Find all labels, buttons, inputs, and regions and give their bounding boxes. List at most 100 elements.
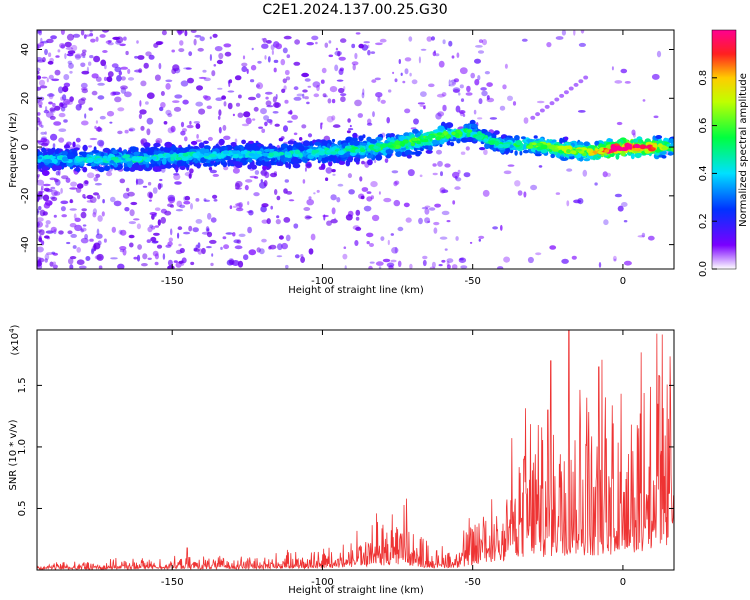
- spectral-point: [114, 66, 122, 73]
- spectral-point: [436, 132, 443, 136]
- spectral-point: [248, 153, 255, 157]
- spectral-point: [422, 145, 430, 149]
- spectral-point: [160, 146, 164, 152]
- spectral-point: [337, 51, 341, 57]
- spectral-point: [298, 152, 303, 158]
- spectral-point: [44, 131, 47, 135]
- spectral-point: [95, 36, 99, 42]
- spectral-point: [583, 141, 590, 147]
- spectral-point: [146, 92, 155, 99]
- bottom-x-ticks: -150 -100 -50 0: [161, 330, 626, 588]
- bottom-x-tick-label: -150: [161, 577, 184, 588]
- spectral-point: [86, 172, 95, 179]
- spectral-point: [160, 102, 166, 108]
- spectral-point: [265, 96, 269, 100]
- spectral-point: [623, 220, 628, 223]
- top-x-ticks: -150 -100 -50 0: [161, 30, 626, 287]
- spectral-point: [328, 160, 333, 167]
- spectral-point: [403, 202, 410, 208]
- spectral-point: [51, 189, 58, 197]
- spectral-point: [440, 171, 443, 177]
- spectral-point: [433, 221, 440, 226]
- spectral-point: [249, 175, 257, 179]
- spectral-point: [90, 38, 96, 43]
- spectral-point: [380, 99, 386, 104]
- spectral-point: [206, 105, 212, 110]
- spectral-point: [232, 154, 239, 159]
- spectral-point: [569, 155, 575, 160]
- spectral-point: [140, 125, 145, 131]
- spectral-point: [62, 86, 69, 93]
- spectral-point: [573, 82, 579, 87]
- spectral-point: [102, 50, 108, 53]
- spectral-point: [164, 163, 173, 169]
- spectral-point: [104, 165, 110, 172]
- spectral-point: [167, 194, 176, 202]
- spectral-point: [614, 258, 616, 261]
- spectral-point: [55, 55, 60, 58]
- spectral-point: [81, 52, 86, 57]
- spectral-point: [400, 72, 403, 77]
- spectral-point: [414, 143, 419, 149]
- colorbar-tick-label: 0.4: [698, 165, 709, 181]
- spectral-point: [294, 254, 300, 259]
- spectral-point: [230, 142, 237, 147]
- spectral-point: [458, 92, 461, 96]
- spectral-point: [247, 226, 253, 234]
- spectral-point: [218, 109, 222, 116]
- spectral-point: [122, 248, 127, 256]
- spectral-point: [93, 244, 97, 252]
- spectral-point: [74, 167, 81, 172]
- spectral-point: [394, 246, 398, 254]
- spectral-point: [196, 85, 203, 91]
- spectral-point: [91, 149, 100, 154]
- spectral-point: [227, 90, 235, 93]
- spectral-point: [530, 115, 536, 120]
- spectral-point: [142, 185, 148, 188]
- spectral-point: [570, 150, 577, 155]
- spectral-point: [82, 55, 86, 59]
- spectral-point: [223, 244, 230, 250]
- spectral-point: [146, 128, 151, 136]
- spectral-point: [419, 174, 423, 178]
- spectral-point: [397, 260, 402, 267]
- spectral-point: [37, 158, 42, 163]
- spectral-point: [58, 86, 64, 94]
- spectral-point: [425, 136, 432, 139]
- spectral-point: [661, 155, 667, 159]
- spectral-point: [367, 49, 371, 56]
- spectral-point: [195, 139, 202, 143]
- spectral-point: [184, 30, 188, 37]
- spectral-point: [49, 261, 54, 267]
- spectral-point: [615, 153, 620, 160]
- spectral-point: [348, 128, 354, 131]
- spectral-point: [462, 113, 466, 117]
- spectral-point: [486, 95, 490, 100]
- spectral-point: [235, 203, 241, 207]
- spectral-point: [89, 137, 98, 141]
- spectral-point: [207, 212, 212, 220]
- spectral-point: [243, 111, 251, 118]
- spectral-point: [611, 66, 614, 71]
- spectral-point: [184, 195, 191, 201]
- spectral-point: [232, 232, 236, 237]
- spectral-point: [147, 148, 155, 155]
- spectral-point: [119, 246, 127, 251]
- spectral-point: [266, 40, 272, 44]
- spectral-point: [128, 128, 134, 132]
- spectral-point: [351, 43, 356, 49]
- spectral-point: [423, 142, 431, 146]
- spectral-point: [183, 231, 191, 235]
- spectral-point: [559, 93, 565, 98]
- spectral-point: [346, 130, 351, 134]
- spectral-point: [655, 135, 663, 139]
- chart-title: C2E1.2024.137.00.25.G30: [262, 2, 447, 18]
- spectral-point: [347, 173, 352, 179]
- spectral-point: [283, 188, 288, 194]
- spectral-point: [193, 248, 200, 252]
- spectral-point: [115, 36, 124, 44]
- spectral-point: [178, 243, 182, 247]
- spectral-point: [497, 266, 504, 269]
- spectral-point: [139, 109, 147, 115]
- spectral-point: [426, 36, 433, 42]
